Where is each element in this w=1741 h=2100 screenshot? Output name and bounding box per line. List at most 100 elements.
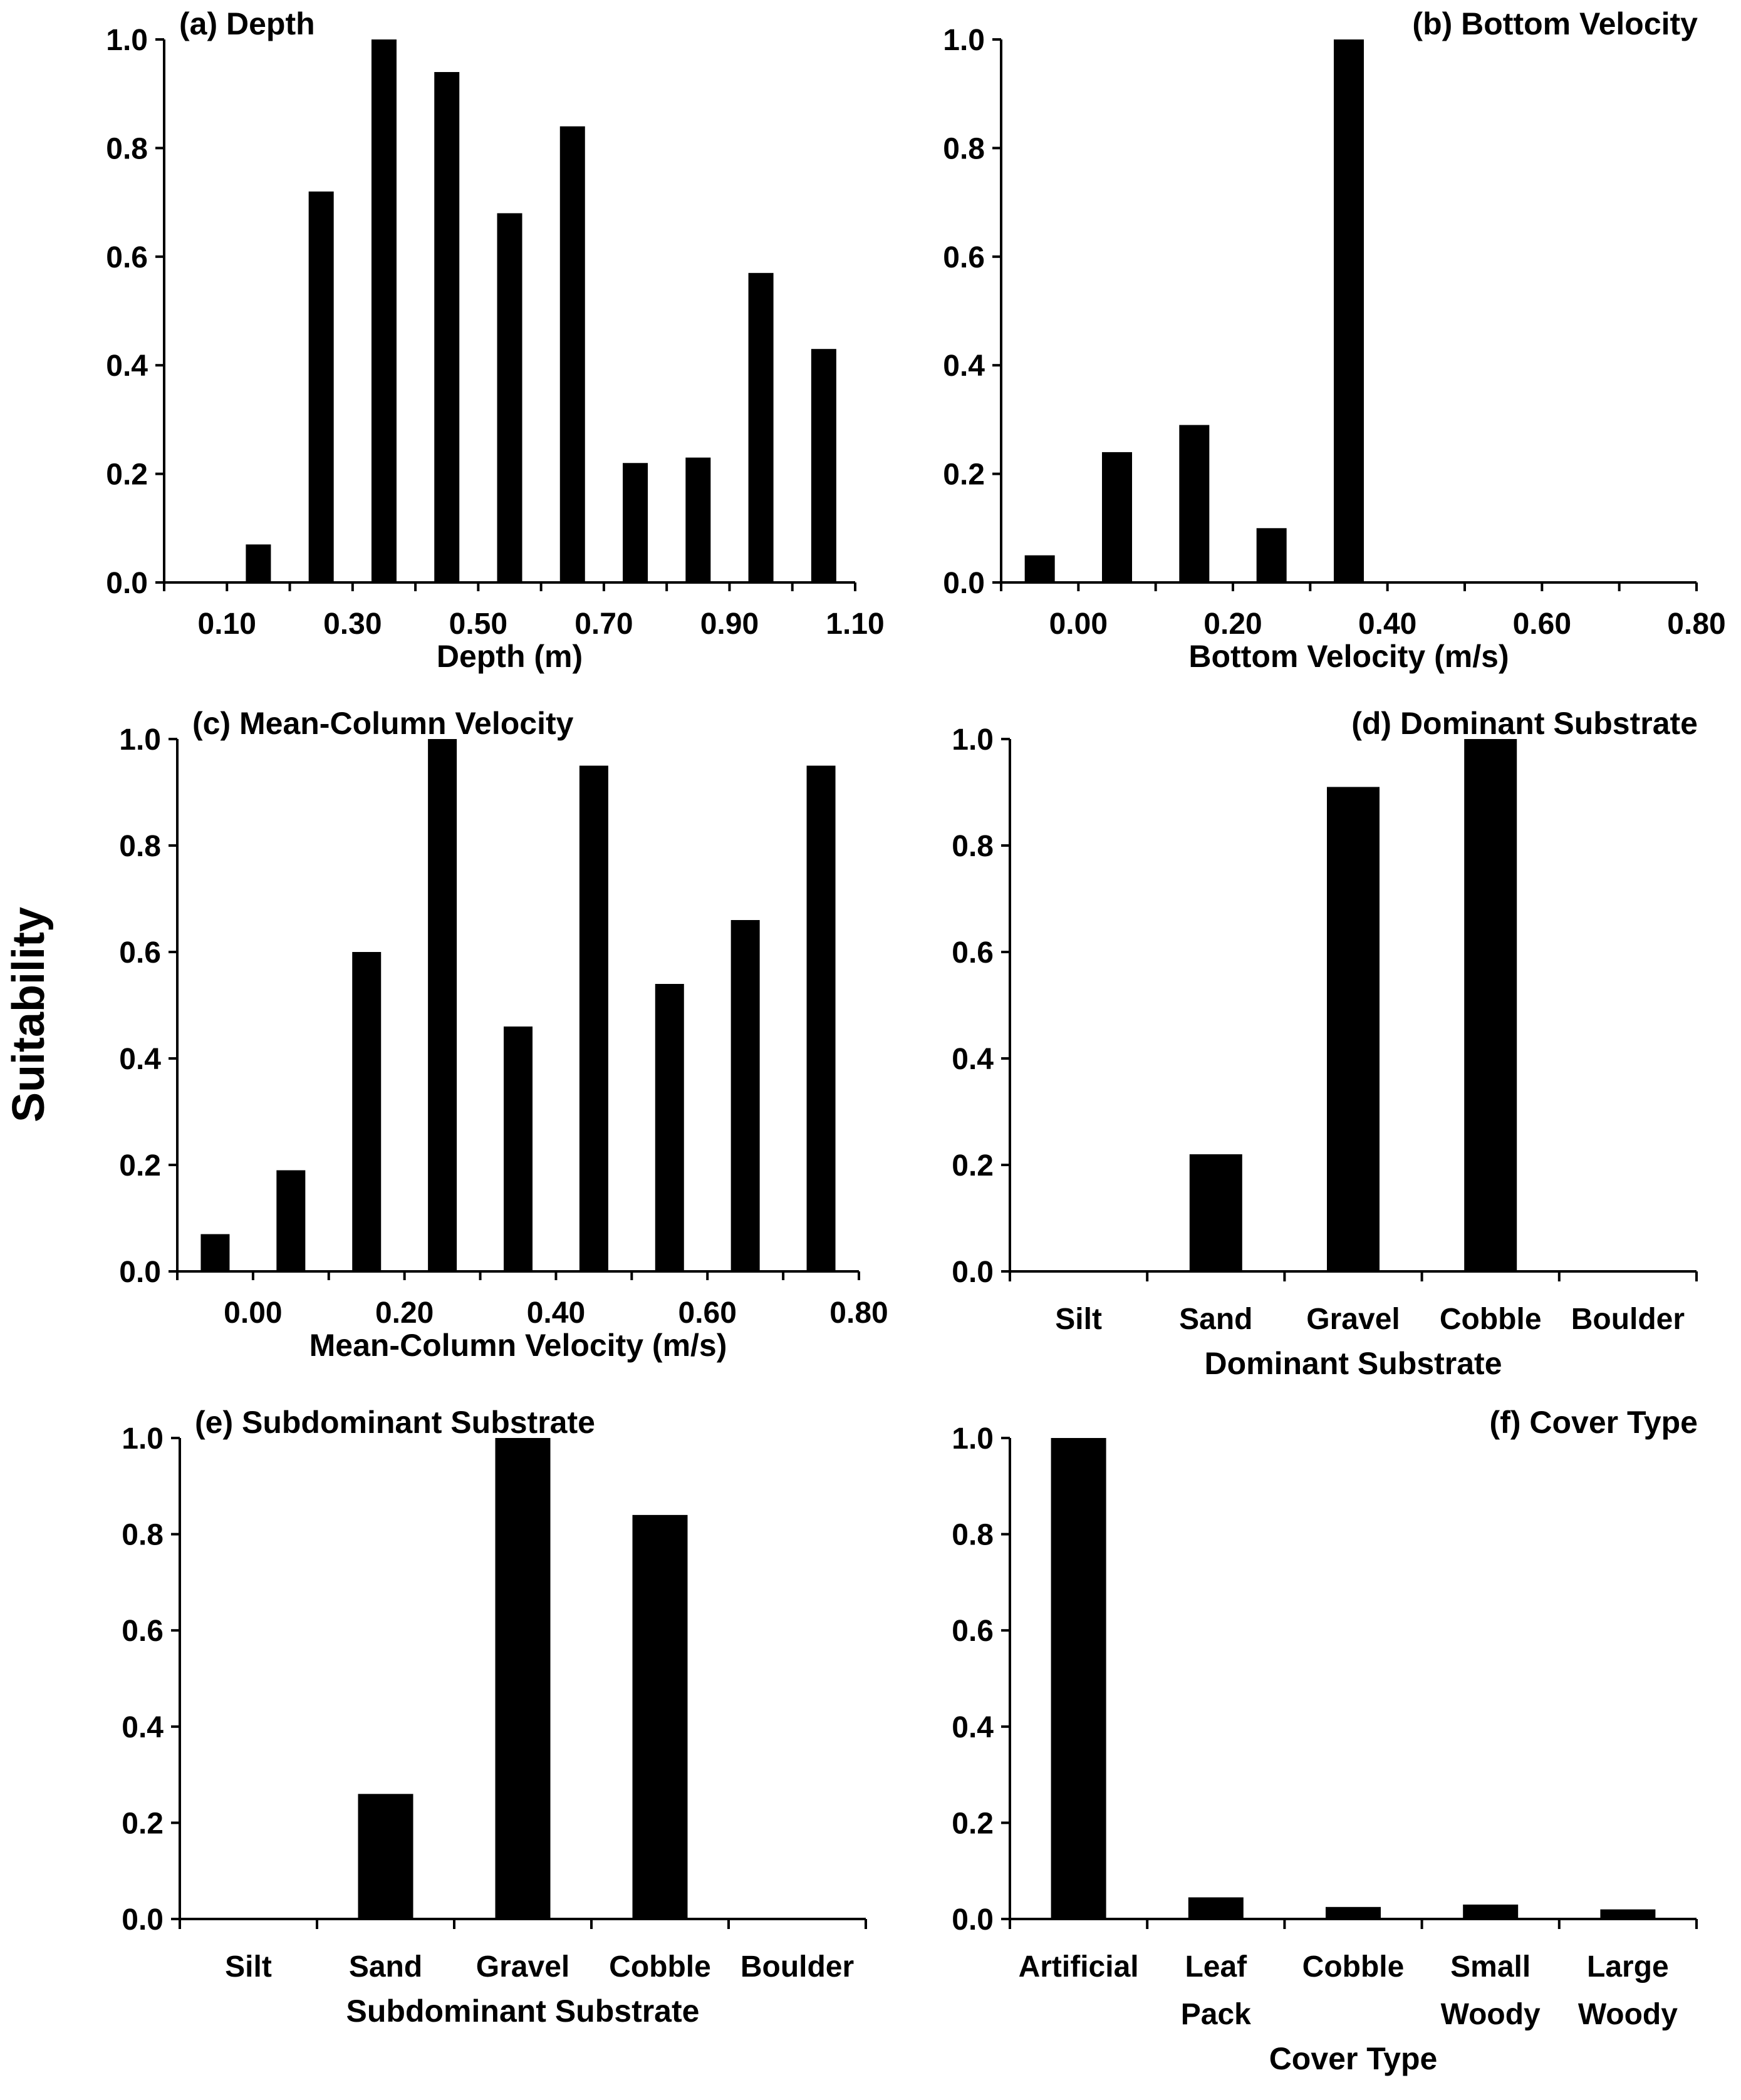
y-tick-label: 0.4 (943, 349, 985, 383)
x-tick-label: 0.20 (1203, 608, 1262, 641)
y-tick-label: 0.2 (952, 1807, 994, 1840)
bar (623, 463, 648, 582)
panel-f-cover-type: 0.0 0.2 0.4 0.6 0.8 1.0 Artificial Leaf Pack Cobb… (952, 1405, 1698, 2076)
y-tick-label: 0.6 (943, 241, 985, 274)
bar (1334, 39, 1364, 582)
x-category-label: Silt (225, 1950, 272, 1984)
x-category-label: Cobble (1440, 1303, 1542, 1336)
bar (1188, 1897, 1244, 1919)
bar (308, 191, 334, 582)
panel-title: (e) Subdominant Substrate (195, 1405, 595, 1440)
x-tick-label: 0.50 (449, 608, 507, 641)
x-category-label: Artificial (1019, 1950, 1139, 1984)
y-tick-label: 0.0 (122, 1903, 164, 1937)
y-tick-label: 0.4 (119, 1043, 161, 1076)
bar (685, 457, 711, 582)
bar (358, 1794, 413, 1919)
panel-title: (a) Depth (179, 6, 315, 41)
y-tick-label: 0.6 (119, 936, 161, 970)
y-tick-label: 0.0 (952, 1256, 994, 1289)
x-tick-label: 0.40 (1358, 608, 1416, 641)
y-tick-label: 1.0 (943, 24, 985, 57)
x-tick-label: 0.20 (375, 1296, 434, 1330)
bar (1326, 1906, 1381, 1919)
y-tick-label: 0.0 (943, 567, 985, 600)
bar (632, 1514, 688, 1919)
x-category-label: Woody (1441, 1998, 1541, 2031)
y-tick-label: 0.4 (106, 349, 148, 383)
x-tick-label: 0.40 (527, 1296, 585, 1330)
x-tick-label: 1.10 (826, 608, 884, 641)
y-tick-label: 0.0 (952, 1903, 994, 1937)
bar (495, 1438, 551, 1919)
y-tick-label: 0.2 (943, 458, 985, 492)
y-tick-label: 0.8 (122, 1519, 164, 1552)
panel-b-bottom-velocity: 0.0 0.2 0.4 0.6 0.8 1.0 0.00 0.20 0.40 0.60 0.80 Bo… (943, 6, 1725, 674)
bar (434, 72, 460, 582)
bar (200, 1234, 230, 1271)
y-tick-label: 0.2 (952, 1149, 994, 1182)
y-tick-label: 1.0 (952, 723, 994, 757)
x-tick-label: 0.80 (829, 1296, 888, 1330)
bar (1327, 787, 1380, 1271)
x-tick-label: 0.60 (1513, 608, 1571, 641)
x-category-label: Sand (1179, 1303, 1252, 1336)
x-axis-title: Subdominant Substrate (346, 1994, 700, 2029)
x-tick-label: 0.00 (224, 1296, 282, 1330)
y-tick-label: 0.4 (122, 1711, 164, 1744)
x-category-label: Silt (1055, 1303, 1102, 1336)
y-tick-label: 0.8 (952, 1519, 994, 1552)
x-category-label: Cobble (609, 1950, 711, 1984)
x-tick-label: 0.80 (1667, 608, 1725, 641)
x-category-label: Boulder (1571, 1303, 1685, 1336)
bar (1600, 1909, 1656, 1919)
y-tick-label: 0.2 (122, 1807, 164, 1840)
bar (1102, 452, 1132, 582)
x-tick-label: 0.00 (1049, 608, 1108, 641)
x-category-label: Sand (349, 1950, 422, 1984)
panel-title: (d) Dominant Substrate (1351, 706, 1698, 741)
bar (1463, 1904, 1519, 1919)
bar (579, 765, 608, 1271)
bar (504, 1027, 533, 1271)
x-axis-title: Mean-Column Velocity (m/s) (309, 1328, 727, 1363)
y-tick-label: 0.8 (106, 132, 148, 165)
y-tick-label: 0.0 (119, 1256, 161, 1289)
x-category-label: Pack (1181, 1998, 1251, 2031)
y-tick-label: 1.0 (106, 24, 148, 57)
y-tick-label: 0.8 (943, 132, 985, 165)
panel-d-dominant-substrate: 0.0 0.2 0.4 0.6 0.8 1.0 Silt Sand Gravel Cobble Bo… (952, 706, 1698, 1381)
bar (428, 739, 457, 1271)
x-category-label: Boulder (741, 1950, 854, 1984)
x-category-label: Leaf (1185, 1950, 1247, 1984)
y-tick-label: 0.6 (106, 241, 148, 274)
x-axis-title: Depth (m) (437, 639, 583, 674)
bar (276, 1170, 306, 1271)
y-tick-label: 1.0 (952, 1422, 994, 1456)
panel-title: (c) Mean-Column Velocity (192, 706, 574, 741)
y-tick-label: 0.2 (106, 458, 148, 492)
bar (1256, 528, 1287, 582)
x-tick-label: 0.10 (198, 608, 256, 641)
bar (371, 39, 397, 582)
x-axis-title: Bottom Velocity (m/s) (1188, 639, 1509, 674)
y-tick-label: 0.6 (122, 1615, 164, 1648)
y-tick-label: 0.8 (952, 830, 994, 863)
panel-title: (b) Bottom Velocity (1412, 6, 1698, 41)
bar (1464, 739, 1517, 1271)
y-tick-label: 0.8 (119, 830, 161, 863)
y-tick-label: 1.0 (122, 1422, 164, 1456)
y-tick-label: 0.2 (119, 1149, 161, 1182)
bar (1189, 1154, 1242, 1271)
bar (352, 952, 382, 1271)
x-category-label: Small (1450, 1950, 1531, 1984)
y-tick-label: 0.6 (952, 936, 994, 970)
bar (1051, 1438, 1106, 1919)
panel-c-mean-column-velocity: 0.0 0.2 0.4 0.6 0.8 1.0 0.00 0.20 0.40 0.60 0.80 Me… (119, 706, 888, 1363)
bar (246, 544, 271, 582)
y-tick-label: 0.0 (106, 567, 148, 600)
bar (559, 126, 585, 583)
bar (1024, 555, 1055, 582)
